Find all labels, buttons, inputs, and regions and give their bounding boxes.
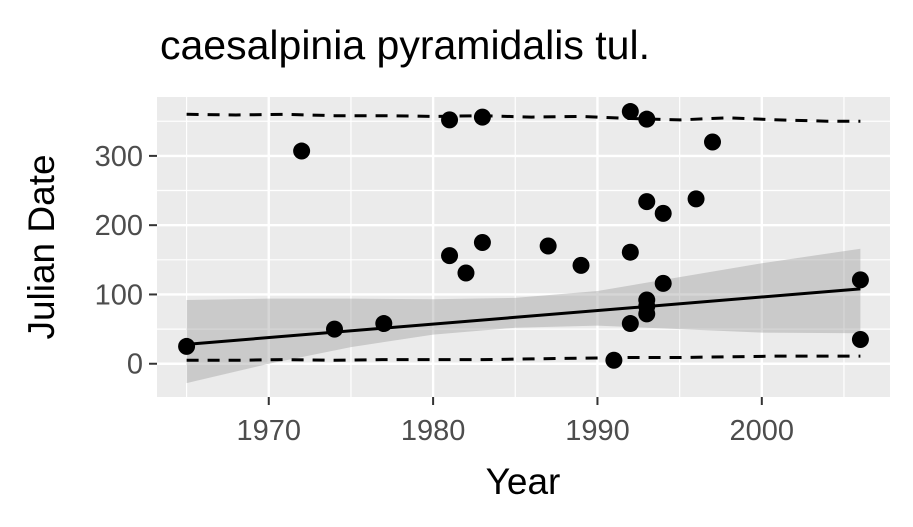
trend-line-layer: [186, 287, 861, 346]
data-point: [441, 111, 459, 129]
chart-title: caesalpinia pyramidalis tul.: [160, 22, 650, 68]
quantile-lines-layer: [186, 112, 861, 362]
data-point: [654, 204, 672, 222]
data-point: [638, 110, 656, 128]
data-point: [605, 351, 623, 369]
trend-line: [186, 287, 861, 346]
x-axis-label: Year: [486, 461, 561, 502]
data-point: [851, 330, 869, 348]
lower-quantile-line: [186, 354, 861, 362]
data-point: [441, 247, 459, 265]
y-axis: 0 100 200 300: [95, 141, 157, 381]
data-point: [375, 315, 393, 333]
data-point: [473, 233, 491, 251]
y-tick-label: 0: [127, 349, 143, 381]
data-point: [539, 237, 557, 255]
grid-minor: [157, 97, 890, 397]
y-axis-label: Julian Date: [21, 154, 62, 339]
data-point: [621, 315, 639, 333]
x-tick-label: 2000: [730, 415, 795, 447]
x-tick-label: 1990: [565, 415, 630, 447]
data-point: [473, 108, 491, 126]
grid-major: [157, 97, 890, 397]
data-point: [654, 274, 672, 292]
y-tick-label: 200: [95, 210, 143, 242]
data-point: [457, 264, 475, 282]
data-point: [621, 243, 639, 261]
y-tick-label: 300: [95, 141, 143, 173]
panel-background: [157, 97, 890, 397]
data-point: [704, 133, 722, 151]
data-point: [325, 320, 343, 338]
x-tick-label: 1970: [237, 415, 302, 447]
data-point: [293, 142, 311, 160]
data-point: [621, 103, 639, 121]
data-point: [851, 271, 869, 289]
data-point: [638, 193, 656, 211]
data-point: [687, 190, 705, 208]
data-point: [178, 337, 196, 355]
data-point: [572, 256, 590, 274]
points-layer: [178, 103, 869, 369]
upper-quantile-line: [186, 112, 861, 123]
y-tick-label: 100: [95, 279, 143, 311]
x-axis: 1970 1980 1990 2000: [237, 397, 795, 447]
data-point: [638, 305, 656, 323]
x-tick-label: 1980: [401, 415, 466, 447]
